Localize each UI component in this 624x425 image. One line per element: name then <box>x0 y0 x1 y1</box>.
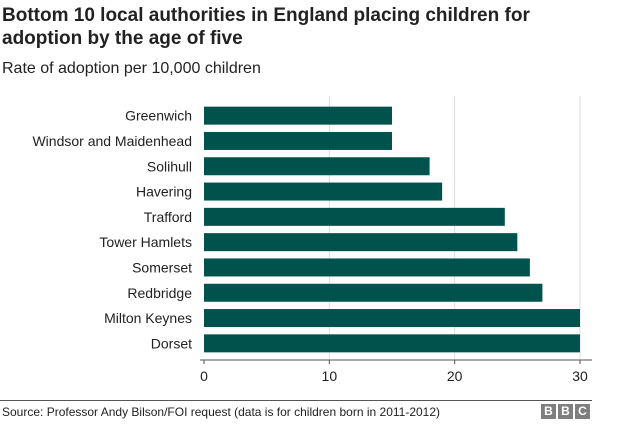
category-label: Tower Hamlets <box>99 234 192 250</box>
x-tick-label: 10 <box>322 368 338 384</box>
category-label: Solihull <box>147 158 192 174</box>
x-tick-label: 30 <box>572 368 588 384</box>
category-label: Redbridge <box>127 285 192 301</box>
category-label: Havering <box>136 184 192 200</box>
bbc-logo: B B C <box>541 404 590 419</box>
chart-title: Bottom 10 local authorities in England p… <box>2 5 530 49</box>
category-label: Trafford <box>144 209 192 225</box>
bar-chart: Greenwich Windsor and Maidenhead Solihull H… <box>32 96 592 384</box>
bbc-logo-letter: B <box>558 404 573 419</box>
bar <box>204 207 505 226</box>
category-label: Milton Keynes <box>104 310 192 326</box>
bar <box>204 334 580 353</box>
category-label: Somerset <box>132 259 192 275</box>
bbc-logo-letter: C <box>575 404 590 419</box>
bar <box>204 258 530 277</box>
footer-divider <box>0 400 592 401</box>
bar <box>204 233 518 252</box>
source-note: Source: Professor Andy Bilson/FOI reques… <box>2 405 441 419</box>
chart-subtitle: Rate of adoption per 10,000 children <box>2 60 261 77</box>
bar <box>204 182 443 201</box>
bar <box>204 131 392 150</box>
bbc-logo-letter: B <box>541 404 556 419</box>
bar <box>204 309 580 328</box>
category-label: Windsor and Maidenhead <box>32 133 192 149</box>
bar <box>204 106 392 125</box>
x-tick-label: 0 <box>200 368 208 384</box>
category-label: Dorset <box>151 335 192 351</box>
category-label: Greenwich <box>125 108 192 124</box>
x-tick-label: 20 <box>447 368 463 384</box>
bar <box>204 157 430 176</box>
bar <box>204 283 543 302</box>
